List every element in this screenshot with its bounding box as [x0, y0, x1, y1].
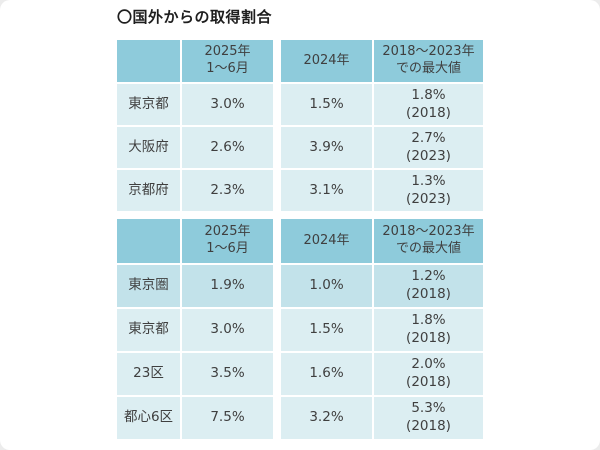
value-cell: 3.9%	[281, 127, 372, 168]
header-cell-2025: 2025年 1〜6月	[182, 219, 273, 263]
value-cell: 2.3%	[182, 170, 273, 211]
column-gap	[275, 40, 279, 82]
row-label: 東京圏	[117, 265, 180, 307]
row-label: 都心6区	[117, 397, 180, 439]
value-cell: 3.0%	[182, 309, 273, 351]
column-gap	[275, 219, 279, 263]
value-cell: 1.5%	[281, 309, 372, 351]
row-label: 京都府	[117, 170, 180, 211]
value-cell: 3.0%	[182, 84, 273, 125]
column-gap	[275, 353, 279, 395]
column-gap	[275, 397, 279, 439]
value-cell: 1.5%	[281, 84, 372, 125]
value-cell: 1.6%	[281, 353, 372, 395]
content-area: 〇国外からの取得割合 2025年 1〜6月 2024年 2018〜2023年 で…	[117, 7, 487, 447]
header-cell-max: 2018〜2023年 での最大値	[374, 40, 483, 82]
row-label: 東京都	[117, 309, 180, 351]
column-gap	[275, 265, 279, 307]
header-cell-empty	[117, 40, 180, 82]
value-cell: 1.9%	[182, 265, 273, 307]
value-cell: 1.3% (2023)	[374, 170, 483, 211]
value-cell: 1.2% (2018)	[374, 265, 483, 307]
value-cell: 2.0% (2018)	[374, 353, 483, 395]
header-cell-2024: 2024年	[281, 40, 372, 82]
row-label: 大阪府	[117, 127, 180, 168]
value-cell: 7.5%	[182, 397, 273, 439]
value-cell: 1.8% (2018)	[374, 309, 483, 351]
value-cell: 1.8% (2018)	[374, 84, 483, 125]
row-label: 23区	[117, 353, 180, 395]
table-prefectures: 2025年 1〜6月 2024年 2018〜2023年 での最大値 東京都 3.…	[117, 40, 487, 211]
header-cell-max: 2018〜2023年 での最大値	[374, 219, 483, 263]
column-gap	[275, 309, 279, 351]
header-cell-2024: 2024年	[281, 219, 372, 263]
value-cell: 1.0%	[281, 265, 372, 307]
header-cell-2025: 2025年 1〜6月	[182, 40, 273, 82]
value-cell: 3.1%	[281, 170, 372, 211]
value-cell: 3.5%	[182, 353, 273, 395]
value-cell: 2.7% (2023)	[374, 127, 483, 168]
value-cell: 2.6%	[182, 127, 273, 168]
page-title: 〇国外からの取得割合	[117, 8, 273, 26]
column-gap	[275, 127, 279, 168]
value-cell: 3.2%	[281, 397, 372, 439]
value-cell: 5.3% (2018)	[374, 397, 483, 439]
row-label: 東京都	[117, 84, 180, 125]
column-gap	[275, 84, 279, 125]
header-cell-empty	[117, 219, 180, 263]
table-tokyo-area: 2025年 1〜6月 2024年 2018〜2023年 での最大値 東京圏 1.…	[117, 219, 487, 439]
column-gap	[275, 170, 279, 211]
